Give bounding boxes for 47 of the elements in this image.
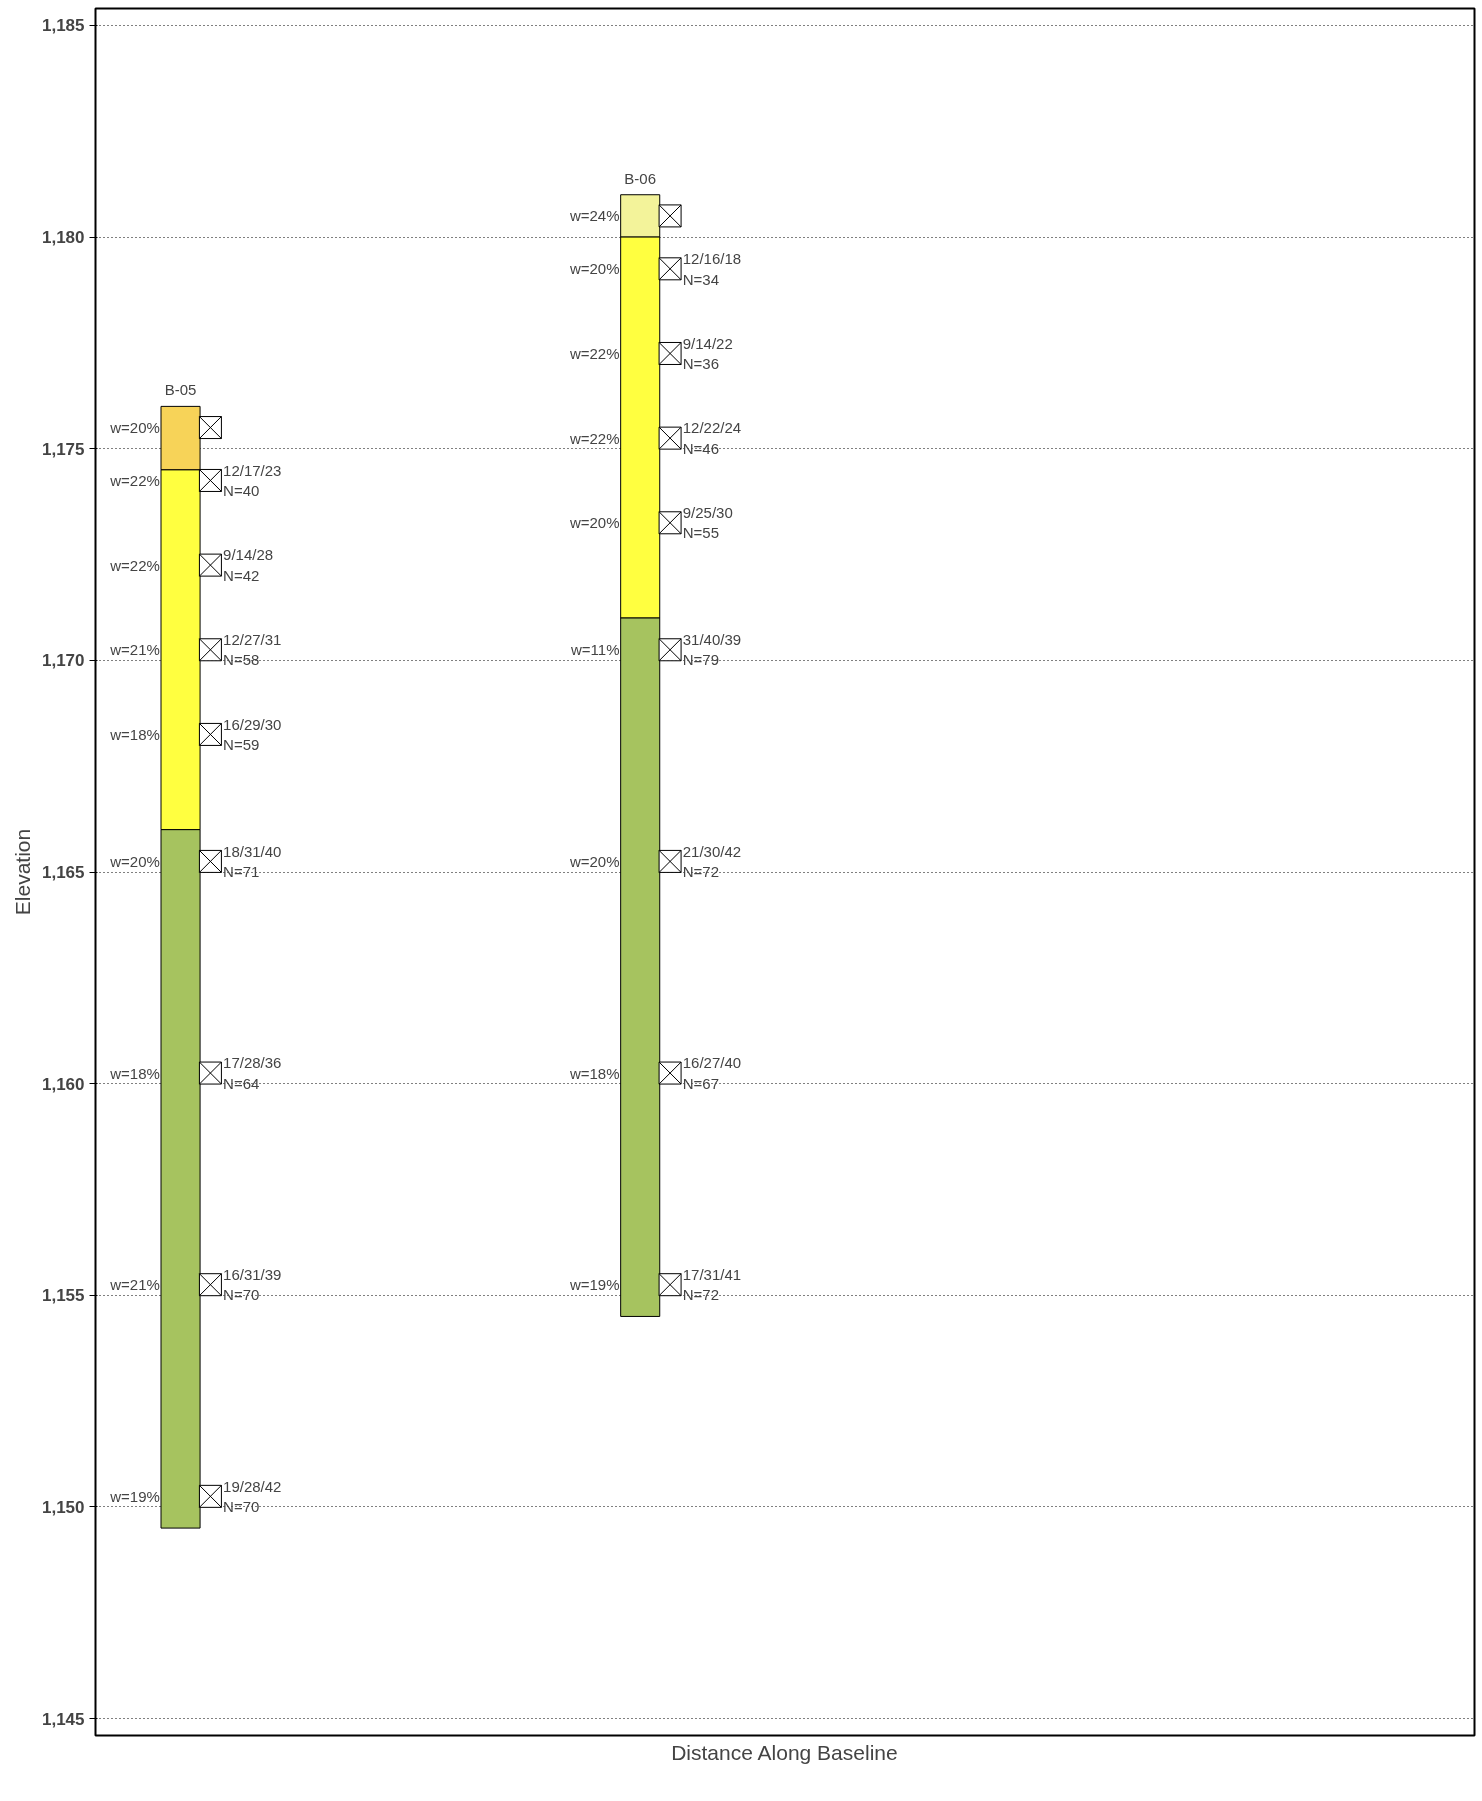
annotation: 16/27/40 N=67 — [682, 1054, 742, 1092]
y-tick-label: 1,145 — [41, 1709, 85, 1729]
annotation: 12/27/31 N=58 — [223, 631, 282, 669]
annotation: w=21% — [109, 1276, 160, 1294]
annotation: w=20% — [568, 514, 620, 532]
x-tick-label: B-05 — [164, 381, 197, 399]
y-tick-label: 1,175 — [41, 439, 85, 459]
annotation: 9/14/28 N=42 — [223, 546, 274, 584]
annotation: 12/22/24 N=46 — [682, 419, 742, 457]
y-tick-label: 1,150 — [41, 1497, 85, 1517]
annotation: 16/31/39 N=70 — [223, 1266, 282, 1304]
annotation: w=20% — [568, 260, 620, 278]
annotation: w=18% — [109, 1064, 160, 1082]
annotation: 21/30/42 N=72 — [682, 842, 742, 881]
annotation: w=19% — [109, 1487, 160, 1505]
annotation: 19/28/42 N=70 — [223, 1477, 282, 1516]
annotation: w=22% — [109, 556, 160, 574]
annotation: 31/40/39 N=79 — [682, 631, 742, 669]
annotation: w=18% — [568, 1064, 620, 1082]
y-tick-label: 1,185 — [41, 16, 85, 36]
x-axis-title: Distance Along Baseline — [671, 1740, 898, 1764]
annotation: w=20% — [109, 419, 160, 437]
annotation: w=20% — [568, 852, 620, 870]
annotation: 16/29/30 N=59 — [223, 715, 282, 754]
annotation: w=22% — [568, 344, 620, 362]
annotation: w=24% — [568, 207, 620, 225]
y-tick-label: 1,165 — [41, 863, 85, 882]
annotation: w=18% — [109, 725, 160, 743]
y-tick-label: 1,155 — [41, 1286, 85, 1306]
annotation: w=19% — [568, 1276, 620, 1294]
annotation: 18/31/40 N=71 — [223, 842, 282, 881]
annotation: w=20% — [109, 852, 160, 870]
annotation: 9/14/22 N=36 — [682, 334, 733, 373]
y-tick-label: 1,170 — [41, 651, 85, 671]
y-axis-title: Elevation — [10, 828, 34, 916]
y-tick-label: 1,180 — [41, 228, 85, 248]
annotation: 9/25/30 N=55 — [682, 504, 733, 542]
annotation: 12/17/23 N=40 — [223, 461, 282, 500]
annotation: w=11% — [570, 641, 620, 659]
x-tick-label: B-06 — [624, 169, 657, 187]
annotation: 12/16/18 N=34 — [682, 250, 742, 288]
annotation: w=21% — [109, 641, 160, 659]
annotation: w=22% — [568, 429, 620, 447]
annotation: 17/28/36 N=64 — [223, 1054, 282, 1092]
y-tick-label: 1,160 — [41, 1074, 85, 1094]
annotation: w=22% — [109, 471, 160, 489]
annotation: 17/31/41 N=72 — [682, 1266, 742, 1304]
